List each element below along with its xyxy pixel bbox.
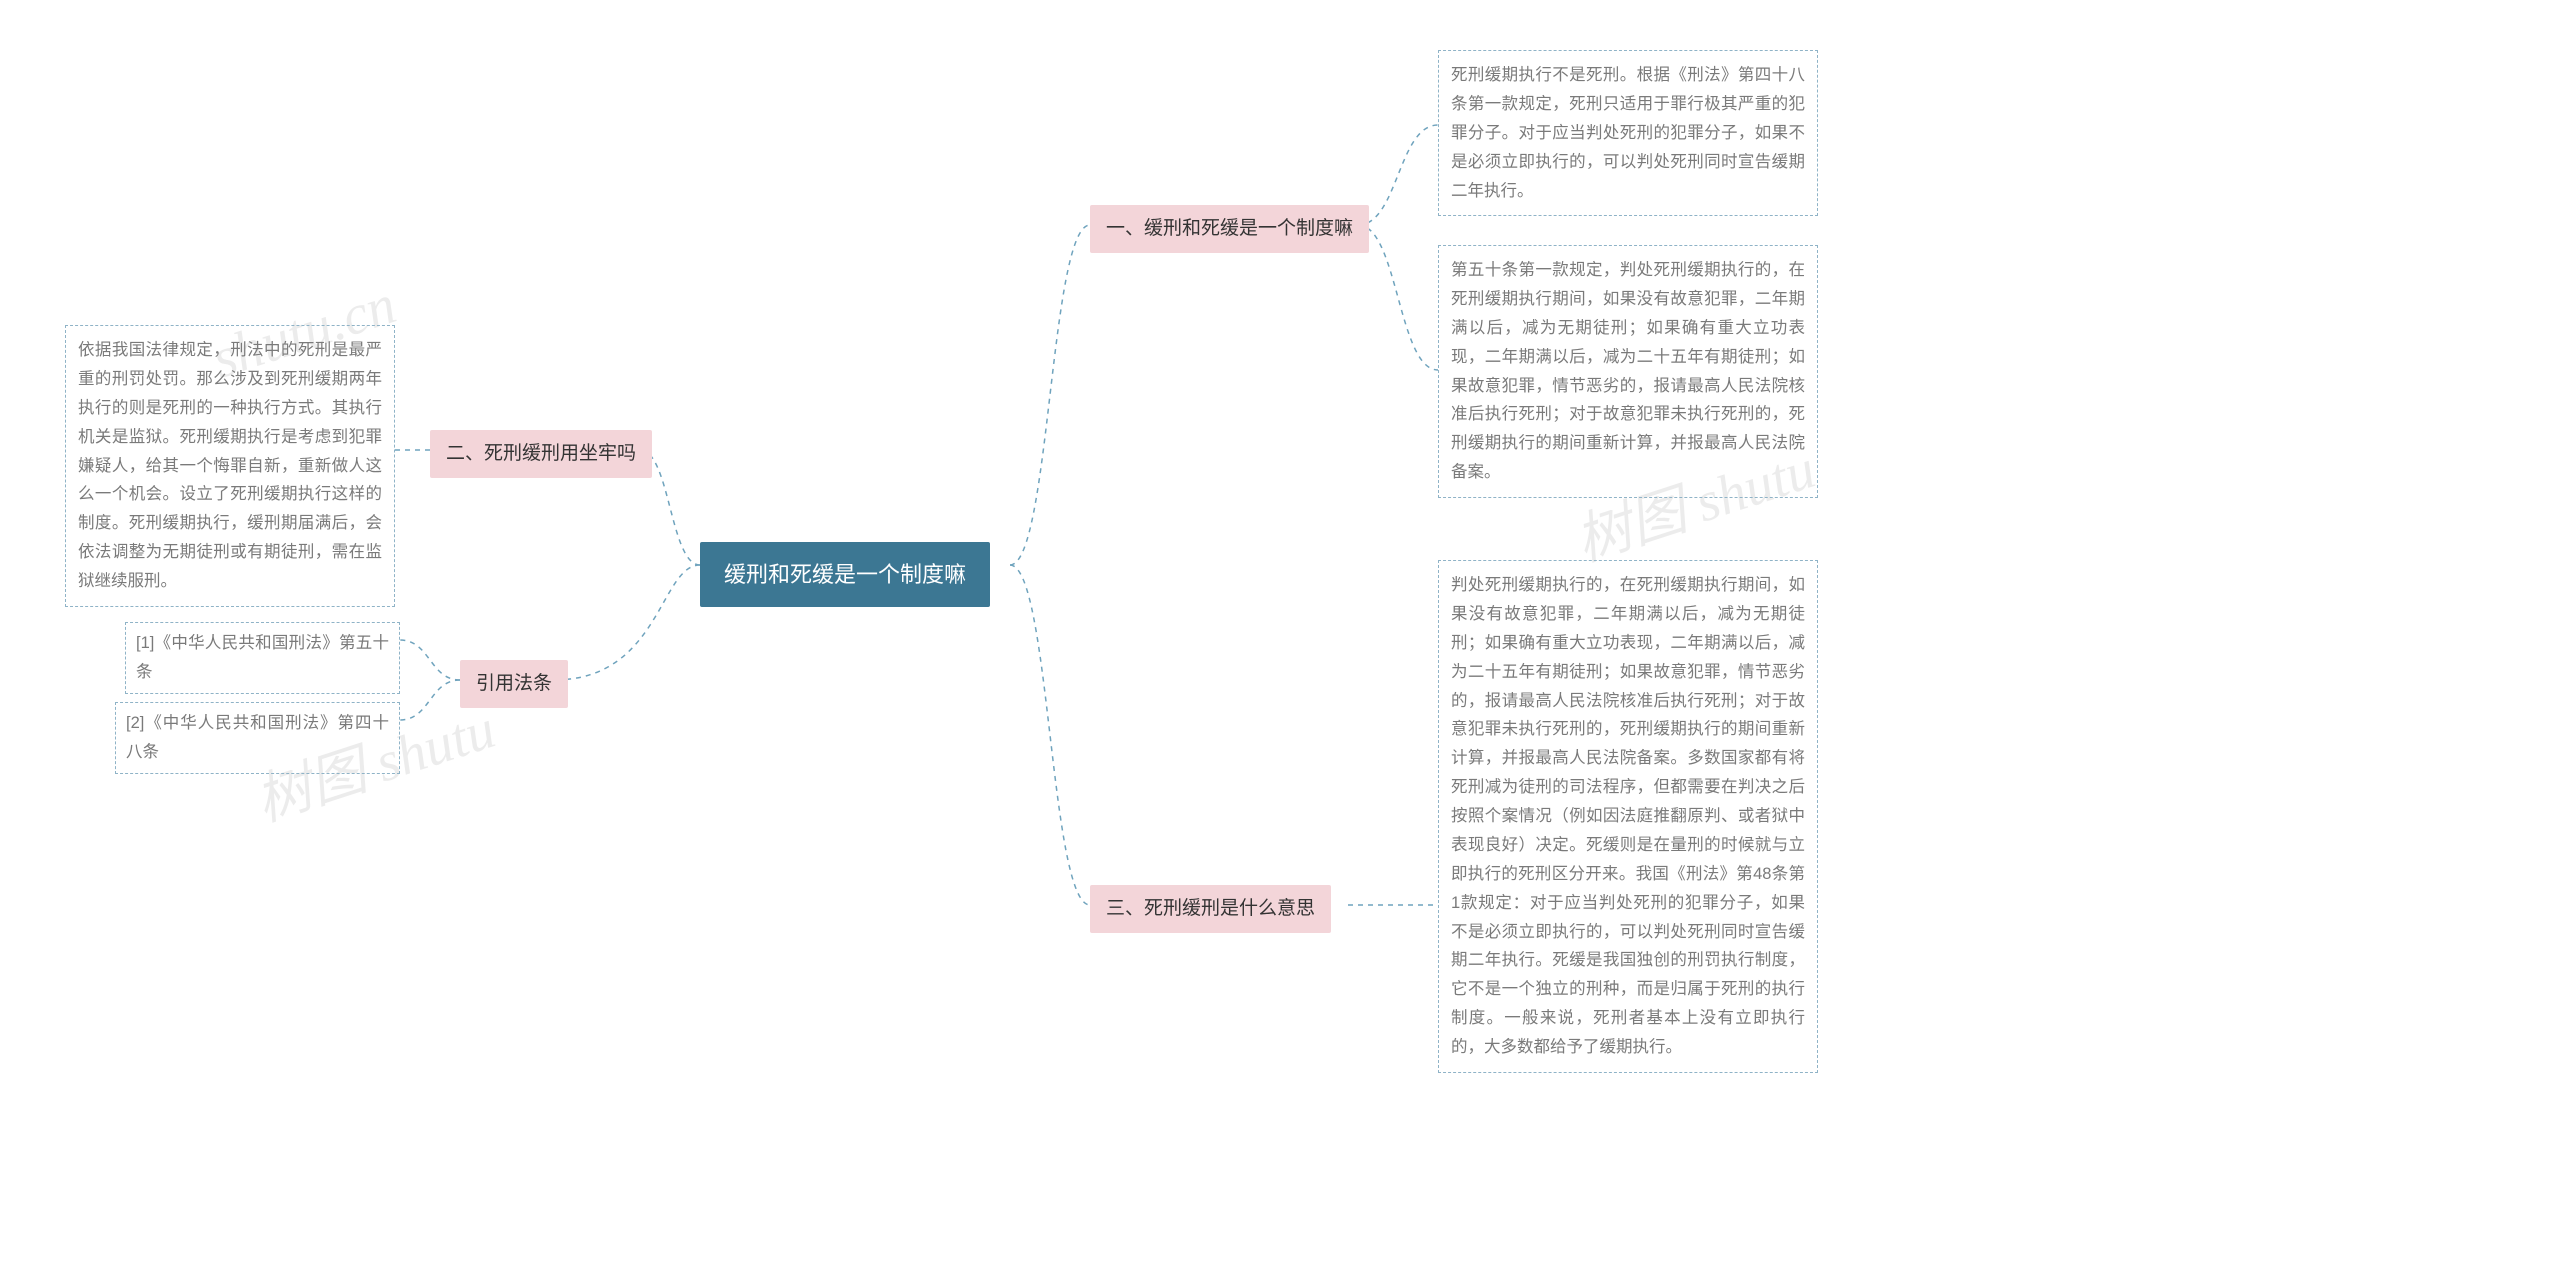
branch-two: 二、死刑缓刑用坐牢吗 xyxy=(430,430,652,478)
branch-one-leaf-2: 第五十条第一款规定，判处死刑缓期执行的，在死刑缓期执行期间，如果没有故意犯罪，二… xyxy=(1438,245,1818,498)
reference-leaf-2: [2]《中华人民共和国刑法》第四十八条 xyxy=(115,702,400,774)
branch-two-leaf-1: 依据我国法律规定，刑法中的死刑是最严重的刑罚处罚。那么涉及到死刑缓期两年执行的则… xyxy=(65,325,395,607)
branch-one-leaf-1: 死刑缓期执行不是死刑。根据《刑法》第四十八条第一款规定，死刑只适用于罪行极其严重… xyxy=(1438,50,1818,216)
branch-three: 三、死刑缓刑是什么意思 xyxy=(1090,885,1331,933)
branch-three-leaf-1: 判处死刑缓期执行的，在死刑缓期执行期间，如果没有故意犯罪，二年期满以后，减为无期… xyxy=(1438,560,1818,1073)
root-node: 缓刑和死缓是一个制度嘛 xyxy=(700,542,990,607)
branch-references: 引用法条 xyxy=(460,660,568,708)
branch-one: 一、缓刑和死缓是一个制度嘛 xyxy=(1090,205,1369,253)
reference-leaf-1: [1]《中华人民共和国刑法》第五十条 xyxy=(125,622,400,694)
